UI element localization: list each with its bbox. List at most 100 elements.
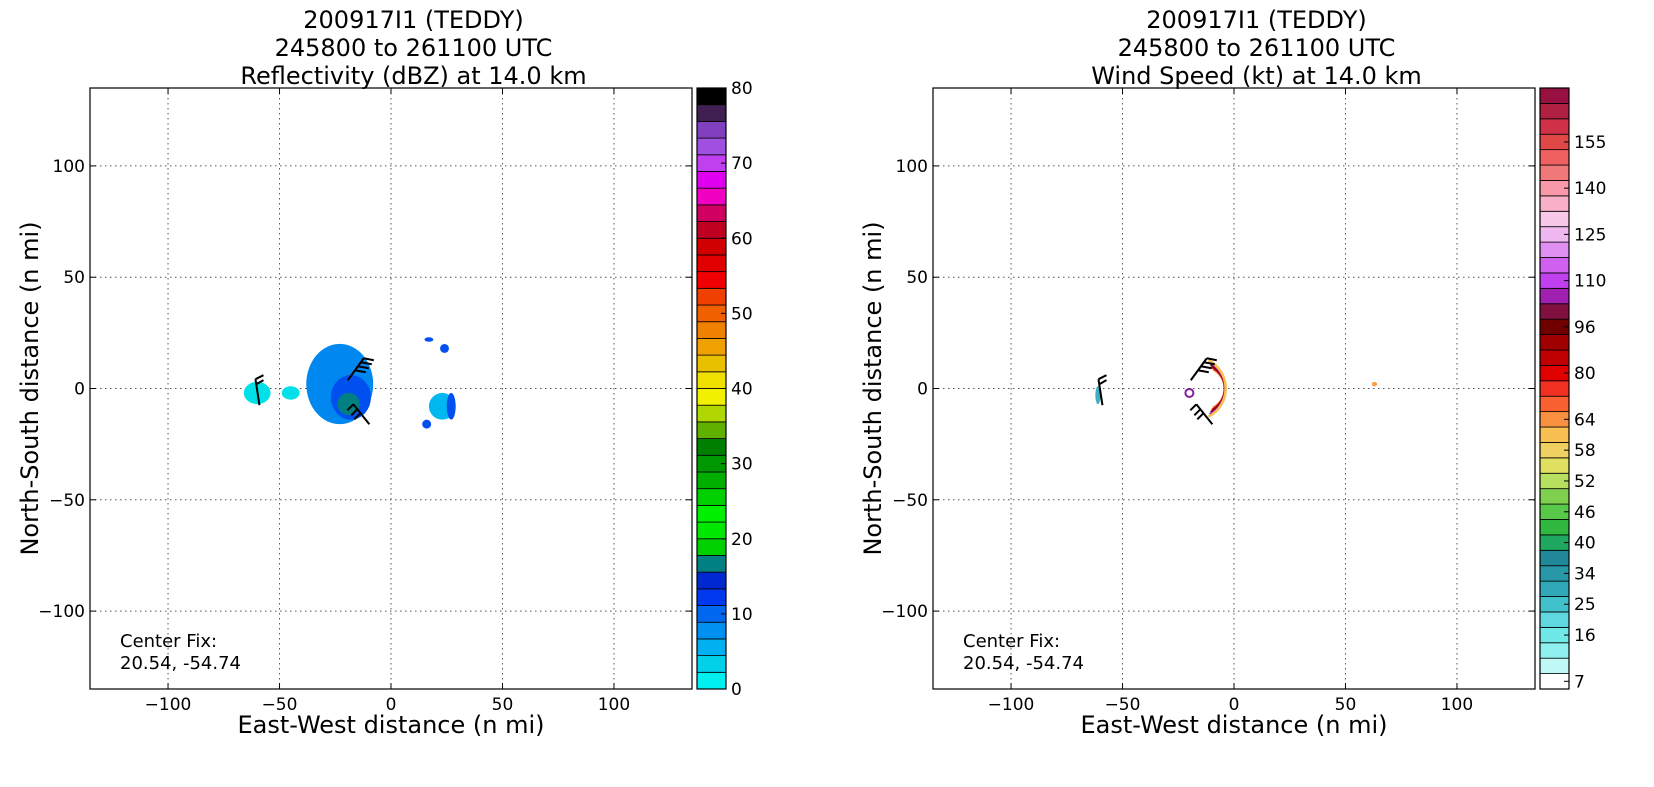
wind-speed-colorbar-bin-28 (1539, 241, 1570, 258)
wind-speed-colorbar-bin-12 (1539, 488, 1570, 505)
reflectivity-colorbar-label-3: 30 (731, 455, 753, 475)
wind-speed-colorbar-label-2: 25 (1574, 595, 1596, 615)
wind-speed-y-axis-title: North-South distance (n mi) (859, 221, 887, 555)
wind-speed-colorbar-label-12: 125 (1574, 225, 1606, 245)
wind-speed-wind-barb-shape-2 (1189, 403, 1214, 425)
reflectivity-colorbar-bin-8 (696, 538, 727, 556)
wind-speed-colorbar-label-11: 110 (1574, 272, 1606, 292)
reflectivity-x-tick-label-1: −50 (262, 695, 298, 715)
reflectivity-x-tick-label-2: 0 (386, 695, 397, 715)
wind-speed-title: 200917I1 (TEDDY) 245800 to 261100 UTC Wi… (843, 6, 1654, 90)
reflectivity-x-tick-label-0: −100 (145, 695, 192, 715)
wind-speed-y-tick-label-4: 100 (896, 157, 928, 177)
reflectivity-colorbar-bin-34 (696, 104, 727, 122)
wind-speed-colorbar-bin-34 (1539, 149, 1570, 166)
reflectivity-x-tick-label-3: 50 (492, 695, 514, 715)
reflectivity-wind-barb-shape-0 (254, 374, 264, 406)
wind-speed-wind-barb-shape-0 (1097, 374, 1107, 406)
wind-speed-colorbar-label-0: 7 (1574, 672, 1585, 692)
reflectivity-y-tick-label-2: 0 (74, 380, 85, 400)
wind-speed-wind-barb-2 (1189, 403, 1214, 425)
wind-speed-colorbar-label-13: 140 (1574, 179, 1606, 199)
wind-speed-echo-cell-1 (1371, 381, 1378, 387)
reflectivity-echo-cell-8 (440, 343, 449, 353)
reflectivity-colorbar-bin-20 (696, 338, 727, 356)
reflectivity-y-tick-label-4: 100 (53, 157, 85, 177)
wind-speed-title-line-1: 200917I1 (TEDDY) (1146, 6, 1367, 34)
wind-speed-colorbar-bin-24 (1539, 303, 1570, 320)
wind-speed-colorbar-label-9: 80 (1574, 364, 1596, 384)
wind-speed-colorbar-bin-16 (1539, 426, 1570, 443)
reflectivity-colorbar-bin-10 (696, 504, 727, 523)
reflectivity-colorbar-bin-6 (696, 571, 727, 590)
wind-speed-colorbar-bin-10 (1539, 519, 1570, 536)
wind-speed-colorbar-bin-1 (1539, 657, 1570, 674)
reflectivity-title: 200917I1 (TEDDY) 245800 to 261100 UTC Re… (0, 6, 827, 90)
wind-speed-colorbar-bin-4 (1539, 611, 1570, 628)
reflectivity-colorbar-bin-32 (696, 137, 727, 156)
wind-speed-title-line-3: Wind Speed (kt) at 14.0 km (1091, 62, 1422, 90)
wind-speed-title-line-2: 245800 to 261100 UTC (1117, 34, 1396, 62)
wind-speed-x-tick-label-2: 0 (1229, 695, 1240, 715)
wind-speed-colorbar-bin-18 (1539, 395, 1570, 413)
reflectivity-wind-barb-0 (254, 374, 264, 406)
reflectivity-x-tick-label-4: 100 (598, 695, 630, 715)
wind-speed-colorbar-label-10: 96 (1574, 318, 1596, 338)
reflectivity-colorbar-bin-21 (696, 321, 727, 339)
reflectivity-colorbar-bin-28 (696, 204, 727, 222)
reflectivity-echo-cell-7 (424, 337, 434, 342)
wind-speed-x-tick-label-1: −50 (1105, 695, 1141, 715)
reflectivity-panel: 200917I1 (TEDDY) 245800 to 261100 UTC Re… (0, 6, 827, 739)
reflectivity-y-tick-label-3: 50 (63, 268, 85, 288)
reflectivity-colorbar-bin-14 (696, 438, 727, 456)
reflectivity-y-tick-label-0: −100 (38, 602, 85, 622)
wind-speed-colorbar-bin-6 (1539, 580, 1570, 597)
wind-speed-x-axis-title: East-West distance (n mi) (1080, 711, 1387, 739)
wind-speed-y-tick-label-1: −50 (892, 491, 928, 511)
reflectivity-colorbar-label-7: 70 (731, 154, 753, 174)
reflectivity-colorbar-bin-2 (696, 638, 727, 657)
reflectivity-colorbar-label-4: 40 (731, 380, 753, 400)
wind-speed-colorbar-bin-22 (1539, 334, 1570, 351)
reflectivity-colorbar-bin-16 (696, 404, 727, 423)
wind-speed-y-tick-label-2: 0 (917, 380, 928, 400)
reflectivity-title-line-2: 245800 to 261100 UTC (274, 34, 553, 62)
wind-speed-colorbar-label-6: 52 (1574, 472, 1596, 492)
wind-speed-y-tick-label-3: 50 (906, 268, 928, 288)
wind-speed-colorbar-label-8: 64 (1574, 410, 1596, 430)
wind-speed-panel: 200917I1 (TEDDY) 245800 to 261100 UTC Wi… (843, 0, 1654, 787)
wind-speed-x-tick-label-0: −100 (988, 695, 1035, 715)
wind-speed-colorbar-label-14: 155 (1574, 133, 1606, 153)
reflectivity-echo-cell-1 (281, 386, 300, 400)
reflectivity-echo-cell-4 (337, 392, 360, 416)
wind-speed-colorbar-bin-33 (1539, 164, 1570, 181)
reflectivity-wind-barb-2 (346, 403, 371, 425)
wind-speed-colorbar-bin-31 (1539, 195, 1570, 212)
wind-speed-wind-barb-1 (1189, 357, 1217, 381)
reflectivity-colorbar-bin-25 (696, 254, 727, 273)
reflectivity-colorbar-label-8: 80 (731, 79, 753, 99)
wind-speed-colorbar-label-5: 46 (1574, 503, 1596, 523)
reflectivity-wind-barb-shape-2 (346, 403, 371, 425)
reflectivity-wind-barb-1 (346, 357, 374, 381)
wind-speed-wind-barb-0 (1097, 374, 1107, 406)
reflectivity-colorbar-bin-12 (696, 471, 727, 490)
wind-speed-colorbar-bin-30 (1539, 210, 1570, 228)
wind-speed-wind-barb-shape-1 (1189, 357, 1217, 381)
wind-speed-colorbar-bin-8 (1539, 549, 1570, 567)
reflectivity-colorbar-label-6: 60 (731, 229, 753, 249)
wind-speed-colorbar-bin-27 (1539, 257, 1570, 274)
reflectivity-x-axis-title: East-West distance (n mi) (237, 711, 544, 739)
wind-speed-colorbar-bin-36 (1539, 118, 1570, 135)
reflectivity-colorbar-bin-35 (696, 87, 727, 106)
reflectivity-colorbar-label-0: 0 (731, 680, 742, 700)
wind-speed-chart: −100 −50 0 50 100 −100 −50 0 50 100 East-West dist… (859, 87, 1606, 739)
reflectivity-colorbar-label-5: 50 (731, 304, 753, 324)
reflectivity-colorbar-bin-23 (696, 287, 727, 306)
reflectivity-colorbar-bin-33 (696, 120, 727, 139)
reflectivity-colorbar-bin-19 (696, 354, 727, 373)
wind-speed-colorbar-bin-25 (1539, 287, 1570, 305)
reflectivity-colorbar-bin-11 (696, 488, 727, 506)
reflectivity-colorbar-label-2: 20 (731, 530, 753, 550)
